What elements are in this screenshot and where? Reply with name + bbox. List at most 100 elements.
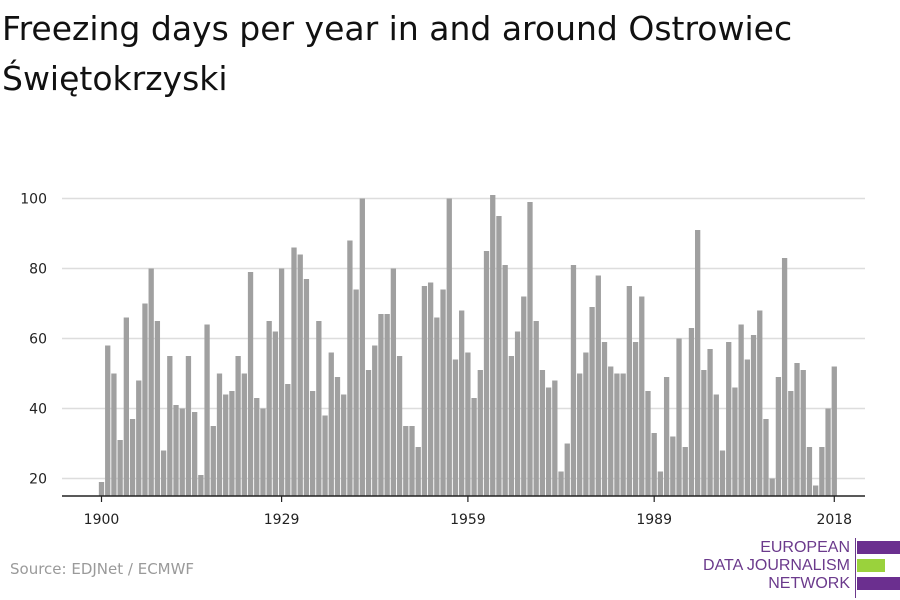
bar-1903[interactable] (117, 440, 123, 496)
bar-1911[interactable] (167, 356, 173, 496)
bar-1979[interactable] (589, 307, 595, 496)
bar-1914[interactable] (185, 356, 192, 496)
bar-1934[interactable] (309, 391, 316, 496)
bar-1910[interactable] (160, 450, 167, 497)
bar-2003[interactable] (738, 324, 744, 497)
bar-1925[interactable] (254, 398, 260, 496)
bar-2004[interactable] (744, 359, 750, 497)
bar-1980[interactable] (595, 275, 601, 497)
bar-1939[interactable] (341, 394, 347, 497)
bar-1912[interactable] (173, 405, 179, 496)
bar-1949[interactable] (403, 426, 409, 496)
bar-1950[interactable] (409, 426, 415, 496)
bar-1921[interactable] (229, 391, 235, 496)
bar-1961[interactable] (477, 370, 483, 496)
bar-1935[interactable] (316, 321, 322, 496)
bar-1990[interactable] (657, 471, 664, 497)
edjnet-logo[interactable]: EUROPEAN DATA JOURNALISM NETWORK (700, 538, 900, 598)
bar-1922[interactable] (235, 356, 241, 496)
bar-1989[interactable] (651, 433, 657, 496)
bar-1952[interactable] (421, 286, 428, 496)
bar-1948[interactable] (396, 356, 403, 496)
bar-1964[interactable] (496, 216, 502, 496)
bar-1915[interactable] (192, 412, 198, 496)
bar-1951[interactable] (415, 447, 421, 496)
bar-1905[interactable] (129, 419, 136, 496)
bar-1986[interactable] (632, 342, 639, 496)
bar-2014[interactable] (806, 447, 813, 496)
bar-1982[interactable] (608, 366, 614, 497)
bar-2010[interactable] (781, 258, 788, 496)
bar-2012[interactable] (794, 363, 800, 496)
bar-1900[interactable] (98, 482, 105, 496)
bar-1981[interactable] (601, 342, 608, 496)
bar-1938[interactable] (334, 377, 341, 496)
bar-2015[interactable] (813, 485, 819, 497)
bar-1973[interactable] (552, 380, 558, 497)
bar-1928[interactable] (272, 331, 279, 497)
bar-1933[interactable] (303, 279, 310, 496)
bar-1945[interactable] (378, 314, 384, 496)
bar-2000[interactable] (719, 450, 726, 497)
bar-1970[interactable] (533, 321, 539, 496)
bar-1927[interactable] (266, 321, 272, 496)
bar-1994[interactable] (682, 447, 688, 496)
bar-1996[interactable] (695, 230, 701, 496)
bar-1942[interactable] (359, 198, 365, 497)
bar-1978[interactable] (583, 352, 589, 497)
bar-1959[interactable] (465, 352, 471, 497)
bar-2002[interactable] (732, 387, 738, 497)
bar-1943[interactable] (365, 370, 372, 496)
bar-1909[interactable] (154, 321, 161, 496)
bar-1902[interactable] (111, 373, 117, 497)
bar-1917[interactable] (204, 324, 210, 497)
bar-1998[interactable] (707, 349, 713, 496)
bar-1992[interactable] (670, 436, 676, 497)
bar-1985[interactable] (626, 286, 632, 496)
bar-1968[interactable] (521, 296, 527, 497)
bar-1913[interactable] (179, 408, 185, 497)
bar-1904[interactable] (123, 317, 129, 497)
bar-1941[interactable] (353, 289, 359, 497)
bar-1954[interactable] (434, 317, 440, 497)
bar-1937[interactable] (328, 352, 334, 497)
bar-1936[interactable] (322, 415, 328, 497)
bar-1947[interactable] (390, 268, 397, 497)
bar-1976[interactable] (570, 265, 577, 496)
bar-1926[interactable] (260, 408, 266, 497)
bar-1977[interactable] (577, 373, 583, 497)
bar-1995[interactable] (688, 328, 695, 496)
bar-1919[interactable] (216, 373, 223, 497)
bar-2008[interactable] (769, 478, 775, 497)
bar-1930[interactable] (285, 384, 291, 496)
bar-1967[interactable] (514, 331, 521, 497)
bar-2013[interactable] (800, 370, 806, 496)
bar-1916[interactable] (198, 475, 204, 496)
bar-1974[interactable] (558, 471, 564, 497)
bar-1931[interactable] (291, 247, 297, 497)
bar-1997[interactable] (701, 370, 707, 496)
bar-1987[interactable] (639, 296, 645, 497)
bar-1975[interactable] (564, 443, 570, 497)
bar-1965[interactable] (502, 265, 508, 496)
bar-1958[interactable] (459, 310, 465, 497)
bar-1999[interactable] (713, 394, 719, 497)
bar-2006[interactable] (757, 310, 763, 497)
bar-2005[interactable] (750, 335, 757, 496)
bar-1924[interactable] (247, 272, 254, 496)
bar-1955[interactable] (440, 289, 446, 497)
bar-1901[interactable] (105, 345, 111, 497)
bar-1963[interactable] (490, 195, 496, 496)
bar-2011[interactable] (788, 391, 794, 496)
bar-2017[interactable] (825, 408, 831, 497)
bar-1956[interactable] (446, 198, 452, 497)
bar-1929[interactable] (278, 268, 285, 497)
bar-1906[interactable] (136, 380, 142, 497)
bar-1920[interactable] (223, 394, 229, 497)
bar-1960[interactable] (471, 398, 477, 496)
bar-1957[interactable] (452, 359, 459, 497)
bar-1984[interactable] (620, 373, 626, 497)
bar-1988[interactable] (645, 391, 651, 496)
bar-1991[interactable] (663, 377, 670, 496)
bar-1944[interactable] (372, 345, 378, 497)
